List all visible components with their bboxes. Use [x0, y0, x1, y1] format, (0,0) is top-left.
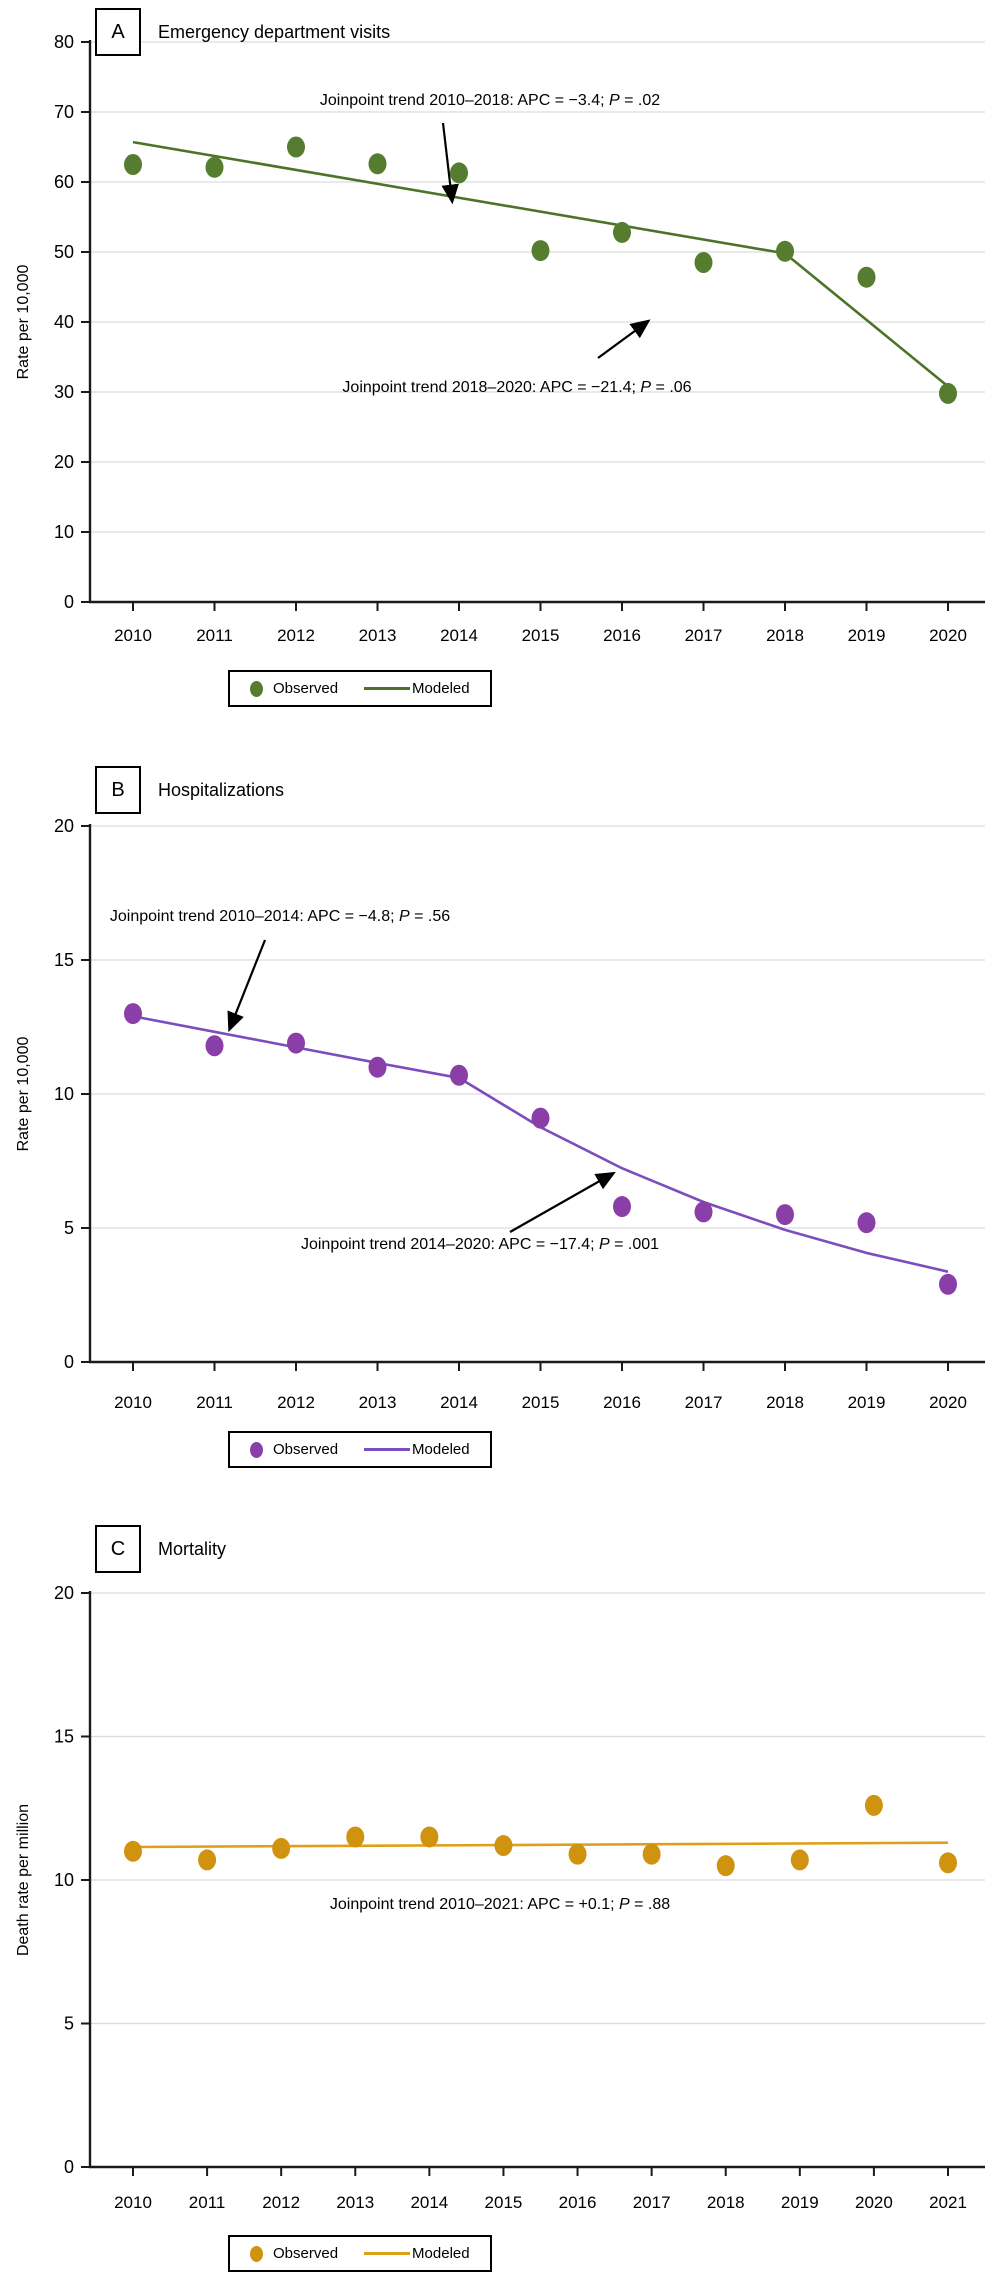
svg-text:2018: 2018	[766, 626, 804, 645]
svg-text:2014: 2014	[440, 1393, 478, 1412]
svg-text:2021: 2021	[929, 2193, 967, 2212]
svg-text:2018: 2018	[766, 1393, 804, 1412]
svg-text:2016: 2016	[559, 2193, 597, 2212]
svg-text:2012: 2012	[277, 1393, 315, 1412]
annotation-b-trend2: Joinpoint trend 2014–2020: APC = −17.4; …	[300, 1236, 660, 1253]
svg-text:2017: 2017	[685, 626, 723, 645]
svg-text:15: 15	[54, 1727, 74, 1747]
svg-text:2014: 2014	[410, 2193, 448, 2212]
panel-hospitalizations: 0 5 10 15 20 2010 2011 2012 2013 2014 2015 2016 2017…	[0, 740, 1000, 1500]
legend-modeled-label: Modeled	[412, 1441, 470, 1458]
svg-text:10: 10	[54, 1084, 74, 1104]
svg-text:2018: 2018	[707, 2193, 745, 2212]
svg-text:2010: 2010	[114, 2193, 152, 2212]
panel-emergency-visits: 0 10 20 30 40 50 60 70 80 2010 2011 2012 2013 2014 201…	[0, 0, 1000, 740]
svg-text:2013: 2013	[359, 626, 397, 645]
svg-text:2013: 2013	[336, 2193, 374, 2212]
legend-a: Observed Modeled	[228, 670, 492, 707]
legend-observed-marker	[250, 1441, 263, 1458]
svg-text:0: 0	[64, 1352, 74, 1372]
chart-emergency-visits: 0 10 20 30 40 50 60 70 80 2010 2011 2012 2013 2014 201…	[54, 32, 985, 645]
svg-text:2016: 2016	[603, 626, 641, 645]
legend-modeled-marker	[364, 2252, 411, 2255]
svg-text:2010: 2010	[114, 1393, 152, 1412]
svg-text:70: 70	[54, 102, 74, 122]
svg-text:50: 50	[54, 242, 74, 262]
svg-text:2019: 2019	[781, 2193, 819, 2212]
svg-text:2017: 2017	[685, 1393, 723, 1412]
annotation-a-trend2: Joinpoint trend 2018–2020: APC = −21.4; …	[342, 379, 692, 396]
svg-text:15: 15	[54, 950, 74, 970]
svg-text:2012: 2012	[277, 626, 315, 645]
legend-c: Observed Modeled	[228, 2235, 492, 2272]
legend-modeled-label: Modeled	[412, 2245, 470, 2262]
svg-text:2015: 2015	[522, 626, 560, 645]
svg-text:2020: 2020	[929, 1393, 967, 1412]
svg-text:5: 5	[64, 2014, 74, 2034]
annotation-b-trend1: Joinpoint trend 2010–2014: APC = −4.8; P…	[109, 908, 451, 925]
svg-text:2011: 2011	[189, 2193, 226, 2212]
legend-modeled-label: Modeled	[412, 680, 470, 697]
chart-mortality: 0 5 10 15 20 2010 2011 2012 2013 2014 2015 2016 2017…	[54, 1583, 985, 2212]
svg-text:20: 20	[54, 1583, 74, 1603]
legend-observed-marker	[250, 680, 263, 697]
legend-modeled-marker	[364, 1448, 411, 1451]
svg-text:2012: 2012	[262, 2193, 300, 2212]
legend-b: Observed Modeled	[228, 1431, 492, 1468]
svg-text:20: 20	[54, 816, 74, 836]
svg-text:0: 0	[64, 2157, 74, 2177]
panel-letter-b: B	[95, 766, 141, 814]
svg-text:2014: 2014	[440, 626, 478, 645]
svg-text:20: 20	[54, 452, 74, 472]
svg-text:2020: 2020	[929, 626, 967, 645]
svg-text:80: 80	[54, 32, 74, 52]
legend-observed-marker	[250, 2245, 263, 2262]
svg-text:2015: 2015	[522, 1393, 560, 1412]
panel-mortality: 0 5 10 15 20 2010 2011 2012 2013 2014 2015 2016 2017…	[0, 1500, 1000, 2278]
annotation-c-trend1: Joinpoint trend 2010–2021: APC = +0.1; P…	[329, 1896, 671, 1913]
svg-text:2013: 2013	[359, 1393, 397, 1412]
svg-text:2016: 2016	[603, 1393, 641, 1412]
legend-observed-label: Observed	[273, 680, 339, 697]
svg-text:0: 0	[64, 592, 74, 612]
svg-text:2020: 2020	[855, 2193, 893, 2212]
legend-observed-label: Observed	[273, 1441, 339, 1458]
svg-text:10: 10	[54, 522, 74, 542]
svg-text:2011: 2011	[196, 1393, 233, 1412]
panel-title-b: Hospitalizations	[158, 779, 285, 800]
svg-text:2019: 2019	[848, 1393, 886, 1412]
svg-text:2017: 2017	[633, 2193, 671, 2212]
panel-title-c: Mortality	[158, 1538, 227, 1559]
chart-hospitalizations: 0 5 10 15 20 2010 2011 2012 2013 2014 2015 2016 2017…	[54, 816, 985, 1412]
svg-text:2010: 2010	[114, 626, 152, 645]
panel-title-a: Emergency department visits	[158, 21, 391, 42]
panel-letter-a: A	[95, 8, 141, 56]
svg-text:40: 40	[54, 312, 74, 332]
svg-text:30: 30	[54, 382, 74, 402]
svg-text:2019: 2019	[848, 626, 886, 645]
svg-text:60: 60	[54, 172, 74, 192]
legend-observed-label: Observed	[273, 2245, 339, 2262]
svg-text:2011: 2011	[196, 626, 233, 645]
y-axis-label-b: Rate per 10,000	[15, 1036, 32, 1152]
svg-text:10: 10	[54, 1870, 74, 1890]
panel-letter-c: C	[95, 1525, 141, 1573]
svg-text:5: 5	[64, 1218, 74, 1238]
y-axis-label-a: Rate per 10,000	[15, 264, 32, 380]
y-axis-label-c: Death rate per million	[15, 1803, 32, 1957]
legend-modeled-marker	[364, 687, 411, 690]
annotation-a-trend1: Joinpoint trend 2010–2018: APC = −3.4; P…	[319, 92, 661, 109]
svg-text:2015: 2015	[485, 2193, 523, 2212]
